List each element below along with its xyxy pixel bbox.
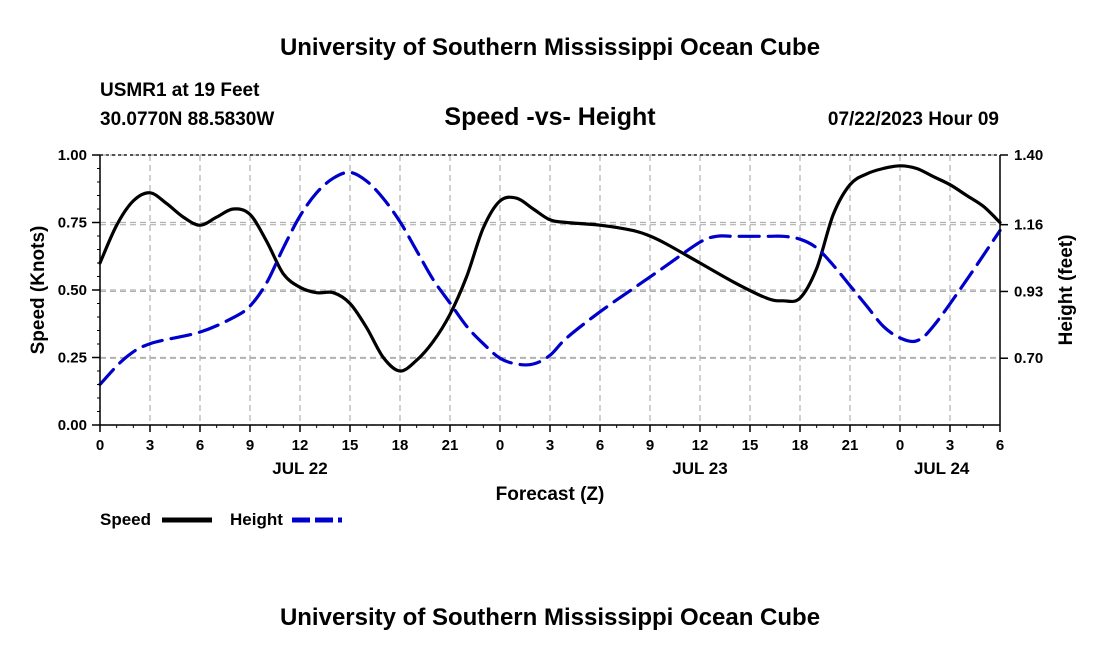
x-tick-label: 3: [946, 437, 954, 454]
y2-tick-label: 0.70: [1014, 350, 1043, 367]
series-lines: [98, 164, 1002, 386]
axes: 0 3 6 9 12 15 18 21 0 3 6 9 12 15 18 21 0 3 6 JUL 22 JUL 23 J…: [58, 147, 1043, 478]
y2-tick-label: 1.16: [1014, 217, 1043, 234]
x-tick-label: 12: [692, 437, 709, 454]
series-line-speed: [98, 164, 1002, 373]
grid-lines: [99, 154, 1001, 426]
x-date-label: JUL 22: [272, 459, 327, 478]
x-tick-label: 3: [146, 437, 154, 454]
series-line-height: [98, 170, 1002, 386]
y-tick-label: 0.00: [58, 417, 87, 434]
x-tick-label: 0: [896, 437, 904, 454]
x-tick-label: 0: [496, 437, 504, 454]
x-tick-label: 12: [292, 437, 309, 454]
x-tick-label: 18: [792, 437, 809, 454]
location-label: 30.0770N 88.5830W: [100, 109, 274, 130]
x-date-label: JUL 23: [672, 459, 727, 478]
footer-title: University of Southern Mississippi Ocean…: [280, 604, 820, 631]
station-label: USMR1 at 19 Feet: [100, 80, 260, 101]
x-tick-label: 9: [246, 437, 254, 454]
x-tick-label: 6: [196, 437, 204, 454]
x-tick-label: 0: [96, 437, 104, 454]
date-label: 07/22/2023 Hour 09: [828, 109, 999, 130]
x-date-label: JUL 24: [914, 459, 970, 478]
y-axis-title: Speed (Knots): [28, 226, 49, 355]
x-tick-label: 21: [442, 437, 459, 454]
y-tick-label: 0.25: [58, 350, 87, 367]
legend-height-label: Height: [230, 510, 283, 529]
y2-tick-label: 1.40: [1014, 147, 1043, 164]
x-tick-label: 21: [842, 437, 859, 454]
legend: Speed Height: [100, 510, 342, 529]
x-tick-label: 9: [646, 437, 654, 454]
chart-title: Speed -vs- Height: [444, 103, 656, 131]
x-tick-label: 6: [996, 437, 1004, 454]
legend-speed-label: Speed: [100, 510, 151, 529]
x-tick-label: 15: [342, 437, 359, 454]
y-tick-label: 0.50: [58, 282, 87, 299]
page-title: University of Southern Mississippi Ocean…: [280, 34, 820, 61]
y-tick-label: 0.75: [58, 215, 87, 232]
y-tick-label: 1.00: [58, 147, 87, 164]
y2-tick-label: 0.93: [1014, 283, 1043, 300]
y2-axis-title: Height (feet): [1056, 235, 1077, 346]
x-tick-label: 3: [546, 437, 554, 454]
x-tick-label: 6: [596, 437, 604, 454]
x-axis-title: Forecast (Z): [496, 484, 605, 505]
x-tick-label: 15: [742, 437, 759, 454]
x-tick-label: 18: [392, 437, 409, 454]
